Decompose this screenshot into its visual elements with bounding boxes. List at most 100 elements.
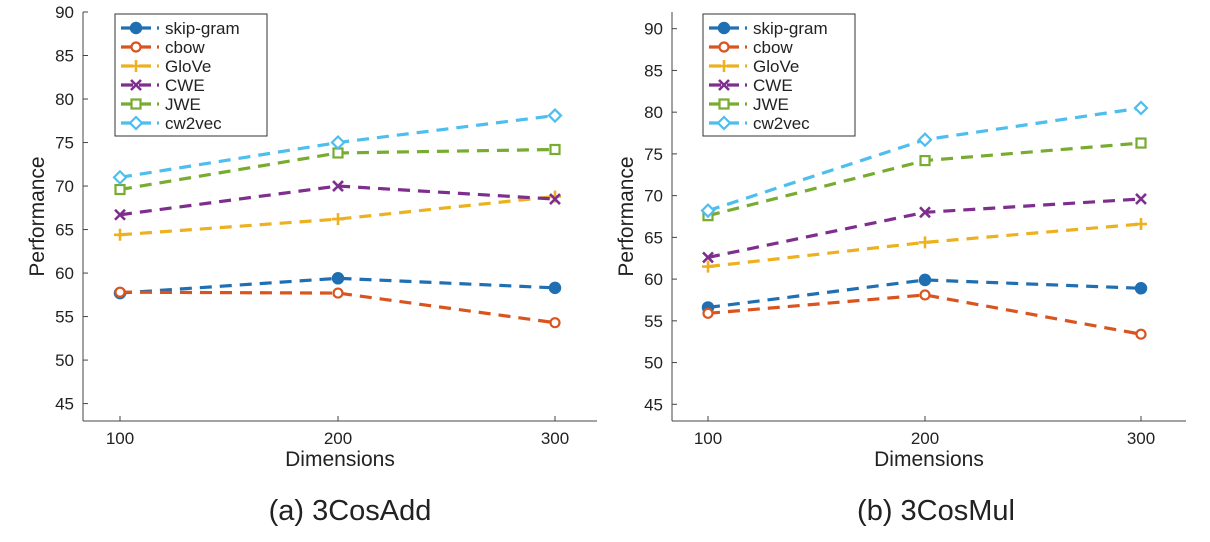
legend-label: GloVe (753, 57, 799, 76)
chart-panel-3cosadd: 45 50 55 60 65 70 75 80 85 90 100 200 300 Dimensions P… (26, 3, 597, 527)
legend-item: GloVe (121, 57, 211, 76)
legend-item: cbow (121, 38, 205, 57)
legend-item: cw2vec (121, 114, 222, 133)
data-point (549, 193, 561, 206)
chart-panel-3cosmul: 45 50 55 60 65 70 75 80 85 90 100 200 300 Dimensions P… (615, 12, 1186, 527)
x-tick-label: 300 (1127, 429, 1155, 448)
data-point (549, 143, 561, 156)
data-point (114, 286, 126, 298)
legend-item: GloVe (709, 57, 799, 76)
legend-marker (718, 41, 730, 53)
data-point (917, 132, 933, 148)
legend-item: skip-gram (709, 19, 828, 38)
series-jwe (702, 137, 1147, 222)
y-tick-label: 65 (55, 221, 74, 240)
data-point (700, 203, 716, 219)
data-point (330, 134, 346, 151)
legend-marker (716, 115, 732, 131)
legend-label: GloVe (165, 57, 211, 76)
series-cw2vec (700, 100, 1149, 219)
data-point (114, 228, 126, 241)
chart-caption: (a) 3CosAdd (269, 495, 432, 527)
legend-marker (130, 41, 142, 53)
y-axis-label: Performance (615, 156, 638, 276)
data-point (702, 260, 714, 273)
y-tick-label: 85 (55, 47, 74, 66)
legend-marker (130, 98, 142, 110)
y-tick-label: 80 (644, 103, 663, 122)
x-axis-label: Dimensions (874, 448, 984, 471)
data-point (919, 206, 931, 219)
legend-item: CWE (121, 76, 205, 95)
data-point (1135, 218, 1147, 231)
x-tick-label: 200 (911, 429, 939, 448)
legend-label: skip-gram (753, 19, 828, 38)
series-line (119, 194, 556, 237)
data-point (918, 273, 932, 287)
y-tick-label: 75 (644, 145, 663, 164)
data-point (1135, 328, 1147, 340)
legend-label: JWE (753, 95, 789, 114)
data-point (1133, 100, 1149, 116)
data-point (919, 289, 931, 301)
data-point (331, 272, 345, 285)
data-point (702, 307, 714, 319)
legend-marker (129, 21, 143, 35)
legend-item: JWE (121, 95, 201, 114)
x-axis-label: Dimensions (285, 448, 395, 471)
legend-label: cw2vec (753, 114, 810, 133)
data-point (547, 107, 563, 124)
legend-box (114, 13, 268, 137)
data-point (332, 287, 344, 299)
y-tick-label: 55 (644, 312, 663, 331)
series-cw2vec (112, 107, 563, 185)
y-tick-label: 55 (55, 308, 74, 327)
data-point (114, 183, 126, 196)
data-point (114, 208, 126, 221)
y-tick-label: 50 (644, 354, 663, 373)
legend-label: cbow (165, 38, 205, 57)
series-cwe (114, 180, 561, 221)
data-point (919, 154, 931, 167)
series-glove (114, 190, 561, 241)
data-point (919, 236, 931, 249)
series-cbow (114, 286, 561, 329)
y-tick-label: 70 (644, 187, 663, 206)
series-line (707, 222, 1142, 269)
legend-label: cbow (753, 38, 793, 57)
data-point (112, 169, 128, 185)
y-tick-label: 65 (644, 228, 663, 247)
data-point (702, 251, 714, 264)
data-point (1134, 282, 1148, 295)
data-point (548, 281, 562, 295)
y-tick-label: 60 (55, 264, 74, 283)
series-line (707, 293, 1142, 336)
y-tick-label: 70 (55, 177, 74, 196)
series-line (119, 184, 556, 217)
y-tick-label: 45 (55, 395, 74, 414)
legend-item: cbow (709, 38, 793, 57)
legend-item: JWE (709, 95, 789, 114)
legend-label: JWE (165, 95, 201, 114)
legend-marker (717, 21, 731, 35)
legend-item: skip-gram (121, 19, 240, 38)
y-tick-label: 85 (644, 61, 663, 80)
legend-box (702, 13, 856, 137)
x-tick-label: 200 (324, 429, 352, 448)
y-axis-label: Performance (26, 156, 49, 276)
chart-caption: (b) 3CosMul (857, 495, 1015, 527)
data-point (332, 180, 344, 192)
legend-marker (130, 79, 142, 91)
x-tick-label: 300 (541, 429, 569, 448)
data-point (332, 213, 344, 226)
y-tick-label: 90 (644, 20, 663, 39)
data-point (1135, 137, 1147, 149)
series-line (707, 278, 1142, 310)
series-line (119, 290, 556, 325)
y-tick-label: 90 (55, 3, 74, 22)
series-cbow (702, 289, 1147, 340)
legend-marker (130, 60, 142, 72)
legend-label: CWE (165, 76, 205, 95)
